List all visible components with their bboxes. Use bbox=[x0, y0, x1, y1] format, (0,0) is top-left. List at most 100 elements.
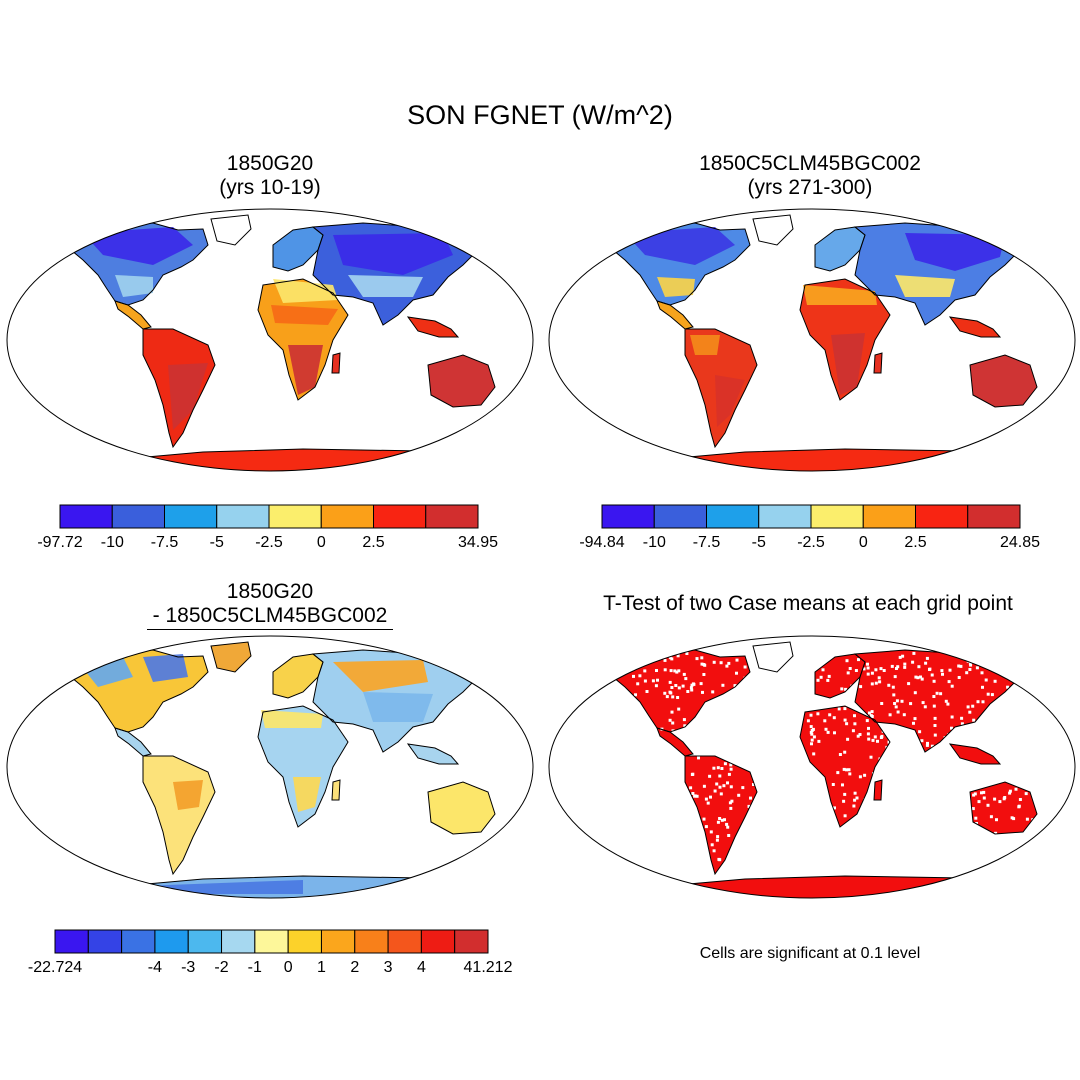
cbar-tl-box-1 bbox=[111, 504, 165, 529]
tr-region-indonesia bbox=[950, 317, 1000, 337]
bl-coastline-northAmerica bbox=[62, 649, 209, 733]
bl-coastline-madagascar bbox=[331, 779, 341, 801]
br-region-centralAmerica bbox=[657, 728, 693, 756]
panel-title-bottom-left: 1850G20 - 1850C5CLM45BGC002 bbox=[70, 580, 470, 630]
cbar-bl-label-8: 3 bbox=[384, 959, 393, 976]
panel-title-top-right: 1850C5CLM45BGC002 (yrs 271-300) bbox=[610, 152, 1010, 200]
tl-region-indonesia bbox=[408, 317, 458, 337]
tr-coastline-southAmerica bbox=[684, 328, 758, 449]
cbar-bl-box-4 bbox=[187, 929, 223, 954]
tr-field-patch-4 bbox=[895, 275, 955, 297]
cbar-tl-label-5: 0 bbox=[317, 534, 326, 551]
tr-coastline-greenland bbox=[752, 214, 794, 246]
panel-title-top-left-line2: (yrs 10-19) bbox=[219, 176, 321, 199]
cbar-bl-box-2 bbox=[121, 929, 156, 954]
tl-coastline-northAmerica bbox=[62, 222, 209, 306]
cbar-tl-label-3: -5 bbox=[210, 534, 224, 551]
cbar-tl-box-6 bbox=[373, 504, 427, 529]
bl-field-patch-7 bbox=[293, 777, 321, 812]
tl-region-europe bbox=[273, 227, 323, 271]
cbar-tl-label-0: -97.72 bbox=[37, 534, 82, 551]
map-panel-top-left bbox=[6, 208, 534, 472]
tr-region-madagascar bbox=[874, 353, 882, 373]
tr-coastline-madagascar bbox=[873, 352, 883, 374]
br-coastline-madagascar bbox=[873, 779, 883, 801]
tl-field-patch-4 bbox=[271, 305, 338, 325]
tr-field-patch-6 bbox=[690, 335, 720, 355]
cbar-bl-box-9 bbox=[354, 929, 389, 954]
tr-field-patch-0 bbox=[625, 227, 735, 265]
cbar-tl-box-5 bbox=[320, 504, 374, 529]
br-coastline-northAmerica bbox=[604, 649, 751, 733]
cbar-tr-box-2 bbox=[706, 504, 760, 529]
cbar-bl-box-5 bbox=[221, 929, 256, 954]
br-region-africa bbox=[800, 706, 890, 827]
cbar-tl-box-3 bbox=[216, 504, 270, 529]
tr-field-patch-1 bbox=[905, 233, 1005, 271]
significance-note: Cells are significant at 0.1 level bbox=[699, 945, 921, 962]
panel-title-top-right-line1: 1850C5CLM45BGC002 bbox=[699, 152, 921, 175]
br-coastline-indonesia bbox=[948, 743, 1002, 765]
br-region-greenland bbox=[753, 642, 793, 672]
cbar-bl-box-12 bbox=[454, 929, 489, 954]
tl-field-patch-2 bbox=[115, 275, 153, 297]
tl-coastline-indonesia bbox=[406, 316, 460, 338]
tr-coastline-australia bbox=[969, 354, 1038, 408]
tl-region-australia bbox=[428, 355, 495, 407]
cbar-bl-box-6 bbox=[254, 929, 289, 954]
cbar-tl-label-1: -10 bbox=[101, 534, 124, 551]
tl-field-patch-6 bbox=[168, 363, 208, 430]
cbar-tr-box-3 bbox=[758, 504, 812, 529]
cbar-bl-label-4: -1 bbox=[248, 959, 262, 976]
tl-field-patch-0 bbox=[83, 227, 193, 265]
tl-coastline-africa bbox=[257, 278, 349, 401]
cbar-tl-box-4 bbox=[268, 504, 322, 529]
cbar-bl-label-5: 0 bbox=[284, 959, 293, 976]
cbar-tl-label-6: 2.5 bbox=[362, 534, 384, 551]
cbar-tr-box-1 bbox=[653, 504, 707, 529]
map-panel-bottom-left bbox=[6, 635, 534, 899]
panel-title-bottom-right: T-Test of two Case means at each grid po… bbox=[603, 592, 1013, 615]
cbar-bl-label-7: 2 bbox=[350, 959, 359, 976]
br-coastline-greenland bbox=[752, 641, 794, 673]
panel-title-top-left: 1850G20 (yrs 10-19) bbox=[70, 152, 470, 200]
cbar-bl-label-2: -3 bbox=[181, 959, 195, 976]
tr-region-greenland bbox=[753, 215, 793, 245]
cbar-tl-label-2: -7.5 bbox=[151, 534, 179, 551]
bl-coastline-centralAmerica bbox=[114, 727, 152, 757]
tr-field-patch-7 bbox=[715, 375, 745, 427]
cbar-bl-label-1: -4 bbox=[148, 959, 162, 976]
bl-coastline-australia bbox=[427, 781, 496, 835]
cbar-tr-label-1: -10 bbox=[643, 534, 666, 551]
tl-coastline-centralAmerica bbox=[114, 300, 152, 330]
panel-title-bottom-left-line1: 1850G20 bbox=[226, 580, 314, 603]
bl-region-indonesia bbox=[408, 744, 458, 764]
bl-region-africa bbox=[258, 706, 348, 827]
tr-coastline-indonesia bbox=[948, 316, 1002, 338]
colorbar-top-left: -97.72 -10 -7.5 -5 -2.5 0 2.5 34.95 bbox=[37, 504, 498, 551]
cbar-tr-label-6: 2.5 bbox=[904, 534, 926, 551]
tr-coastline-centralAmerica bbox=[656, 300, 694, 330]
bl-region-australia bbox=[428, 782, 495, 834]
cbar-bl-box-1 bbox=[87, 929, 123, 954]
tl-field-patch-7 bbox=[348, 275, 423, 297]
cbar-tr-label-2: -7.5 bbox=[693, 534, 721, 551]
br-region-northAmerica bbox=[605, 650, 750, 732]
br-coastline-southAmerica bbox=[684, 755, 758, 876]
tr-field-patch-3 bbox=[803, 285, 877, 305]
cbar-bl-box-0 bbox=[54, 929, 89, 954]
bl-map-border bbox=[6, 635, 534, 899]
cbar-tr-label-7: 24.85 bbox=[1000, 534, 1040, 551]
tr-field-patch-2 bbox=[657, 277, 695, 297]
bl-field-patch-3 bbox=[363, 692, 433, 722]
map-panel-bottom-right bbox=[548, 635, 1076, 899]
br-coastline-australia bbox=[969, 781, 1038, 835]
tl-region-greenland bbox=[211, 215, 251, 245]
panel-title-top-left-line1: 1850G20 bbox=[226, 152, 314, 175]
cbar-tr-box-7 bbox=[967, 504, 1021, 529]
tl-field-patch-1 bbox=[333, 233, 453, 275]
bl-region-centralAmerica bbox=[115, 728, 151, 756]
figure-title: SON FGNET (W/m^2) bbox=[407, 100, 673, 130]
tr-field-patch-5 bbox=[831, 333, 865, 395]
br-region-australia bbox=[970, 782, 1037, 834]
